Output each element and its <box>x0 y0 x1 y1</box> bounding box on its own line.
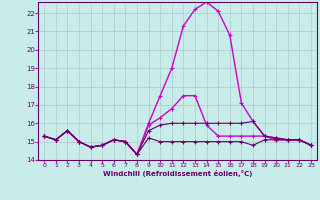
X-axis label: Windchill (Refroidissement éolien,°C): Windchill (Refroidissement éolien,°C) <box>103 170 252 177</box>
